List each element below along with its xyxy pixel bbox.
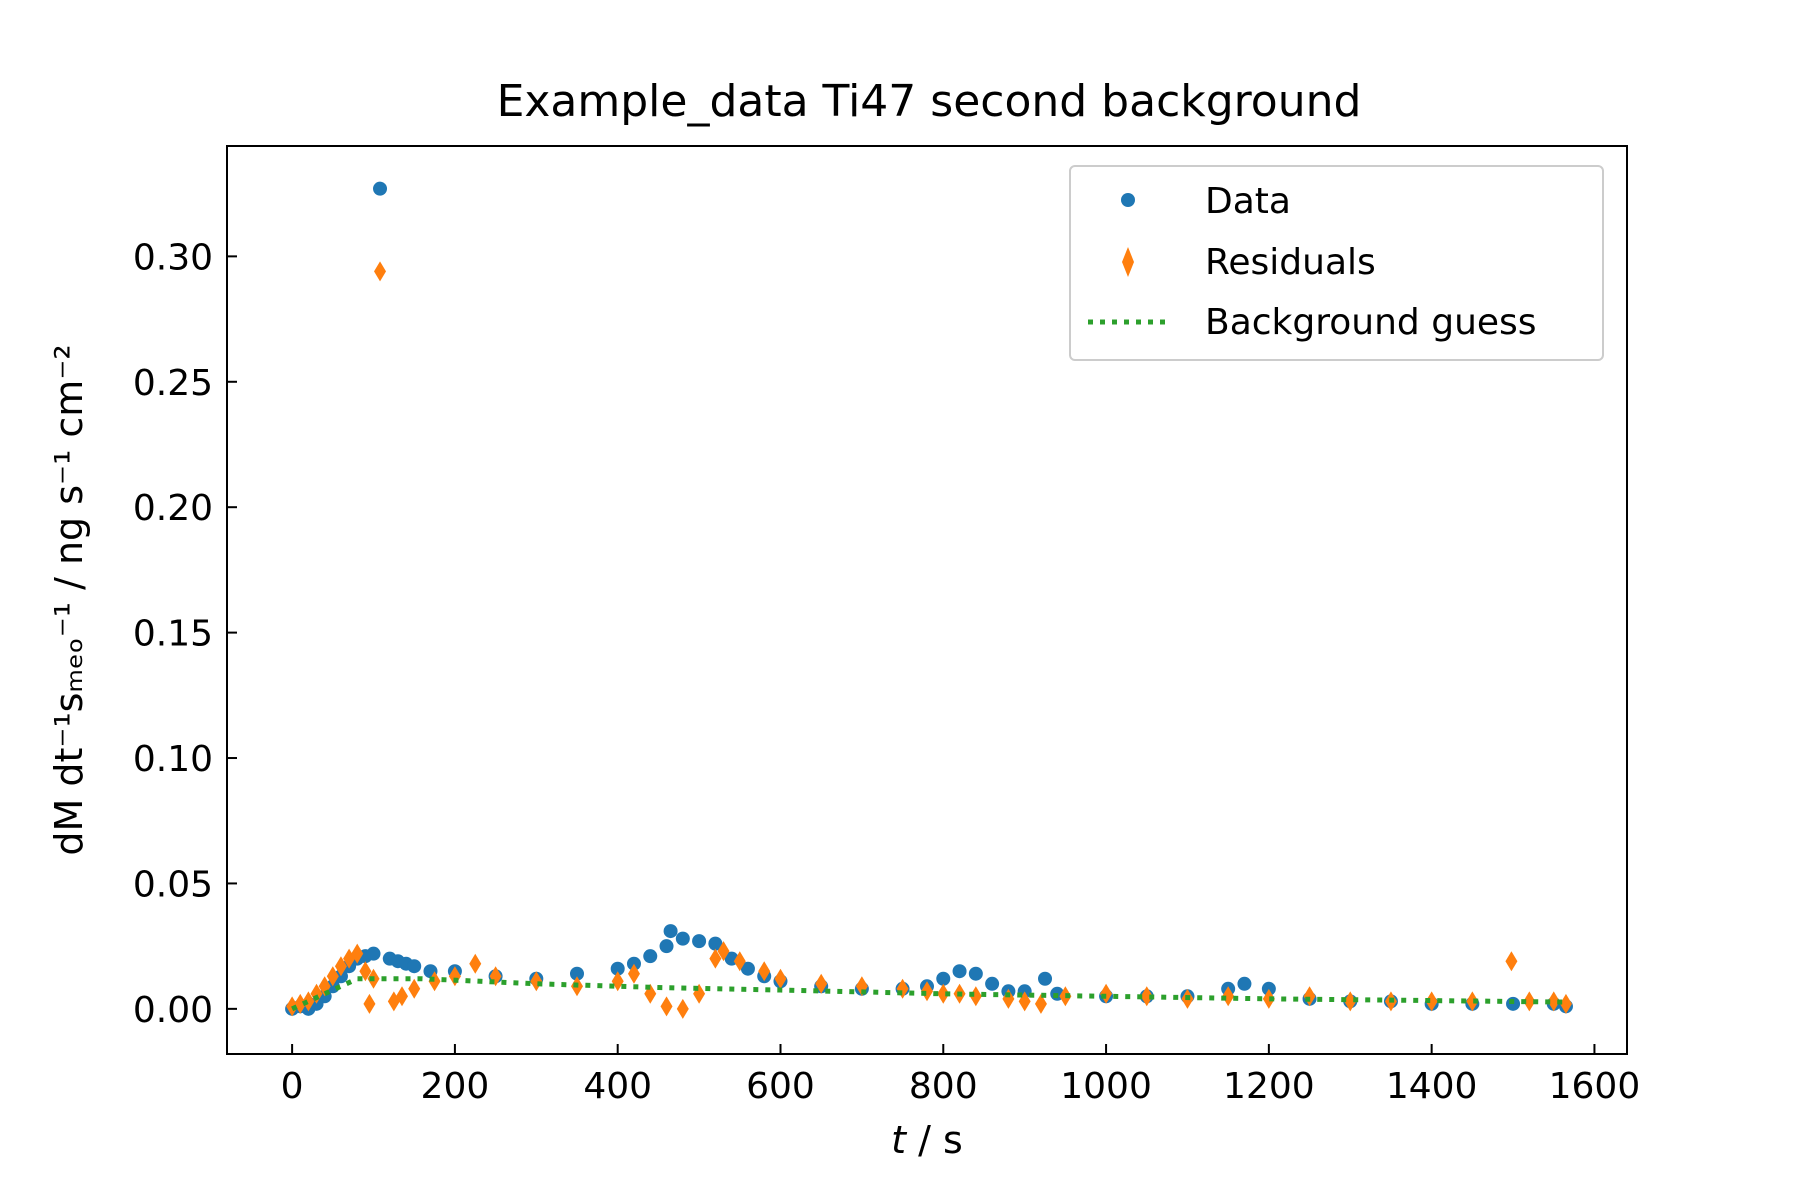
data-point — [675, 931, 690, 946]
residual-point — [1344, 991, 1357, 1012]
residual-point — [1505, 951, 1518, 972]
data-point — [985, 976, 1000, 991]
x-axis-ticks: 0 200 400 600 800 1000 1200 1400 1600 — [281, 1044, 1641, 1107]
y-tick-label: 0.10 — [133, 739, 213, 780]
x-axis-label-variable: t — [891, 1118, 908, 1162]
y-tick-label: 0.20 — [133, 488, 213, 529]
y-axis-label: dM dt⁻¹sₘₑₒ⁻¹ / ng s⁻¹ cm⁻² — [47, 344, 91, 855]
residual-point — [363, 993, 376, 1014]
residual-point — [1466, 991, 1479, 1012]
background-guess-line — [291, 976, 1566, 1012]
residual-point — [611, 971, 624, 992]
legend-label-data: Data — [1205, 181, 1291, 222]
legend: Data Residuals Background guess — [1069, 165, 1604, 361]
residual-point — [1100, 983, 1113, 1004]
data-point — [659, 939, 674, 954]
residual-point — [937, 983, 950, 1004]
x-tick-label: 1000 — [1060, 1066, 1152, 1107]
residual-point — [1425, 991, 1438, 1012]
background-guess-series — [291, 976, 1566, 1012]
residual-point — [469, 953, 482, 974]
residual-point — [627, 963, 640, 984]
y-tick-label: 0.15 — [133, 614, 213, 655]
x-tick-label: 800 — [909, 1066, 978, 1107]
residual-point — [326, 966, 339, 987]
y-tick-label: 0.30 — [133, 237, 213, 278]
data-point — [626, 956, 641, 971]
data-point — [1038, 971, 1053, 986]
axes-frame — [226, 145, 1628, 1055]
residual-point — [310, 983, 323, 1004]
data-point — [643, 949, 658, 964]
residual-point — [408, 978, 421, 999]
x-tick-label: 1600 — [1549, 1066, 1641, 1107]
data-point — [1261, 981, 1276, 996]
y-tick-label: 0.25 — [133, 363, 213, 404]
x-axis-label-unit: / s — [906, 1118, 963, 1162]
residual-point — [1034, 993, 1047, 1014]
data-point — [407, 959, 422, 974]
residual-point — [660, 996, 673, 1017]
residual-point — [709, 948, 722, 969]
residuals-series — [286, 261, 1572, 1019]
plot-area — [285, 181, 1573, 1019]
residual-point — [428, 971, 441, 992]
residual-point — [717, 941, 730, 962]
legend-label-background-guess: Background guess — [1205, 302, 1537, 343]
residual-point — [1262, 988, 1275, 1009]
residual-point — [1547, 991, 1560, 1012]
data-point — [570, 966, 584, 981]
x-tick-label: 200 — [421, 1066, 490, 1107]
residual-point — [302, 991, 315, 1012]
chart-title: Example_data Ti47 second background — [497, 76, 1362, 127]
x-tick-label: 1400 — [1386, 1066, 1478, 1107]
residual-point — [334, 956, 347, 977]
data-point — [366, 946, 381, 961]
y-axis-ticks: 0.00 0.05 0.10 0.15 0.20 0.25 0.30 — [133, 237, 237, 1031]
data-point — [663, 924, 678, 939]
residual-point — [758, 961, 771, 982]
residual-point — [1523, 991, 1536, 1012]
residual-point — [396, 986, 408, 1007]
data-point — [968, 966, 983, 981]
data-point — [692, 934, 707, 949]
data-point — [740, 961, 755, 976]
y-tick-label: 0.05 — [133, 864, 213, 905]
x-tick-label: 400 — [583, 1066, 652, 1107]
data-point — [708, 936, 723, 951]
legend-data-marker — [1121, 193, 1135, 207]
data-point — [333, 969, 348, 984]
residual-point — [1140, 986, 1153, 1007]
x-tick-label: 1200 — [1223, 1066, 1315, 1107]
data-point — [373, 181, 388, 196]
y-tick-label: 0.00 — [133, 990, 213, 1031]
x-tick-label: 600 — [746, 1066, 815, 1107]
data-point — [610, 961, 625, 976]
residual-point — [921, 981, 933, 1002]
legend-frame — [1069, 165, 1604, 361]
residual-point — [1559, 993, 1572, 1014]
residual-point — [733, 951, 746, 972]
residual-point — [374, 261, 387, 282]
residual-point — [676, 998, 689, 1019]
residual-point — [969, 986, 982, 1007]
x-axis-label: t / s — [891, 1118, 963, 1162]
data-point — [952, 964, 967, 979]
residual-point — [359, 961, 372, 982]
legend-residuals-marker — [1122, 247, 1134, 277]
x-tick-label: 0 — [281, 1066, 304, 1107]
legend-label-residuals: Residuals — [1205, 242, 1376, 283]
data-point — [1237, 976, 1252, 991]
residual-point — [1222, 986, 1235, 1007]
residual-point — [351, 943, 364, 964]
data-point — [936, 971, 951, 986]
residual-point — [774, 968, 787, 989]
